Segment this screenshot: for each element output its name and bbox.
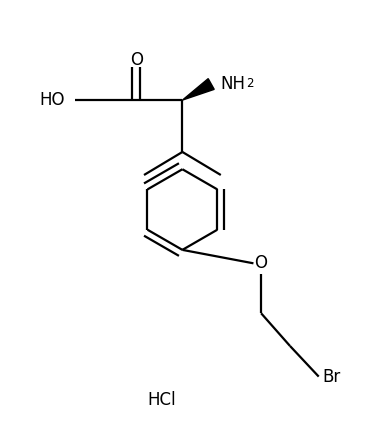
- Text: O: O: [130, 51, 143, 69]
- Text: HCl: HCl: [147, 391, 175, 409]
- Text: NH: NH: [221, 75, 246, 93]
- Text: O: O: [255, 254, 268, 273]
- Text: 2: 2: [246, 78, 253, 91]
- Text: Br: Br: [323, 368, 341, 386]
- Polygon shape: [182, 78, 214, 100]
- Text: HO: HO: [39, 91, 65, 109]
